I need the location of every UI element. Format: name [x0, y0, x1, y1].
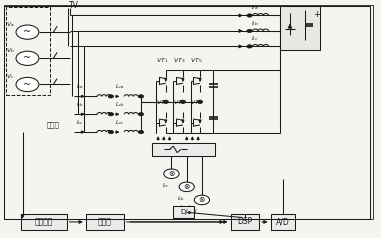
Text: $I_{ca}$: $I_{ca}$ [76, 82, 84, 91]
Bar [271, 214, 295, 230]
Bar [152, 143, 215, 156]
Circle shape [108, 113, 114, 116]
Bar [21, 214, 67, 230]
Text: DSP: DSP [237, 218, 253, 226]
Circle shape [197, 100, 203, 103]
Bar [280, 6, 320, 50]
Text: D/: D/ [180, 209, 188, 215]
Text: $I_{lc}$: $I_{lc}$ [251, 34, 259, 43]
Circle shape [108, 130, 114, 134]
Text: A/D: A/D [276, 218, 290, 226]
Text: 过零检测: 过零检测 [35, 218, 53, 226]
Circle shape [16, 77, 39, 92]
Circle shape [163, 100, 168, 103]
Text: ⊗: ⊗ [168, 169, 174, 178]
Text: ~: ~ [23, 53, 32, 63]
Text: $I_{la}$: $I_{la}$ [251, 3, 259, 12]
Circle shape [138, 113, 144, 116]
Text: ~: ~ [23, 27, 32, 37]
Text: ~: ~ [23, 79, 32, 89]
Circle shape [108, 95, 114, 98]
Text: $I_{cc}$: $I_{cc}$ [162, 181, 170, 190]
Circle shape [138, 95, 144, 98]
Text: $I_{cc}$: $I_{cc}$ [76, 118, 84, 127]
Text: $VT_{6}$: $VT_{6}$ [190, 98, 202, 107]
Text: $L_{cc}$: $L_{cc}$ [115, 118, 124, 127]
Bar [6, 7, 50, 95]
Circle shape [247, 45, 252, 48]
Text: $V_{c}$: $V_{c}$ [6, 73, 15, 81]
Text: $I_{cb}$: $I_{cb}$ [76, 100, 84, 109]
Text: $VT_{3}$: $VT_{3}$ [173, 57, 185, 65]
Circle shape [194, 195, 210, 205]
Circle shape [247, 29, 252, 33]
Text: $V_{a}$: $V_{a}$ [6, 20, 15, 29]
Circle shape [164, 169, 179, 178]
Text: $L_{ca}$: $L_{ca}$ [115, 82, 124, 91]
Text: TV: TV [69, 1, 79, 10]
Bar [231, 214, 259, 230]
Bar [86, 214, 124, 230]
Circle shape [179, 182, 194, 192]
Circle shape [16, 25, 39, 39]
Circle shape [16, 51, 39, 65]
Text: 继电器: 继电器 [47, 122, 60, 128]
Circle shape [180, 100, 186, 103]
Text: $I_{cb}$: $I_{cb}$ [177, 194, 185, 203]
Circle shape [247, 14, 252, 17]
Text: $V_{b}$: $V_{b}$ [6, 46, 15, 55]
Text: $VT_{2}$: $VT_{2}$ [156, 98, 168, 107]
Text: $VT_{4}$: $VT_{4}$ [173, 98, 186, 107]
Circle shape [138, 130, 144, 134]
Text: $VT_{1}$: $VT_{1}$ [156, 57, 168, 65]
Text: ⊗: ⊗ [199, 195, 205, 204]
Text: +: + [313, 10, 320, 19]
Text: $L_{cb}$: $L_{cb}$ [115, 100, 124, 109]
Text: $I_{lb}$: $I_{lb}$ [251, 19, 259, 28]
Text: 锁相环: 锁相环 [98, 218, 112, 226]
Text: ⊗: ⊗ [184, 182, 190, 191]
Text: $I$: $I$ [194, 207, 198, 215]
Text: $VT_{5}$: $VT_{5}$ [190, 57, 202, 65]
Bar [173, 206, 194, 218]
